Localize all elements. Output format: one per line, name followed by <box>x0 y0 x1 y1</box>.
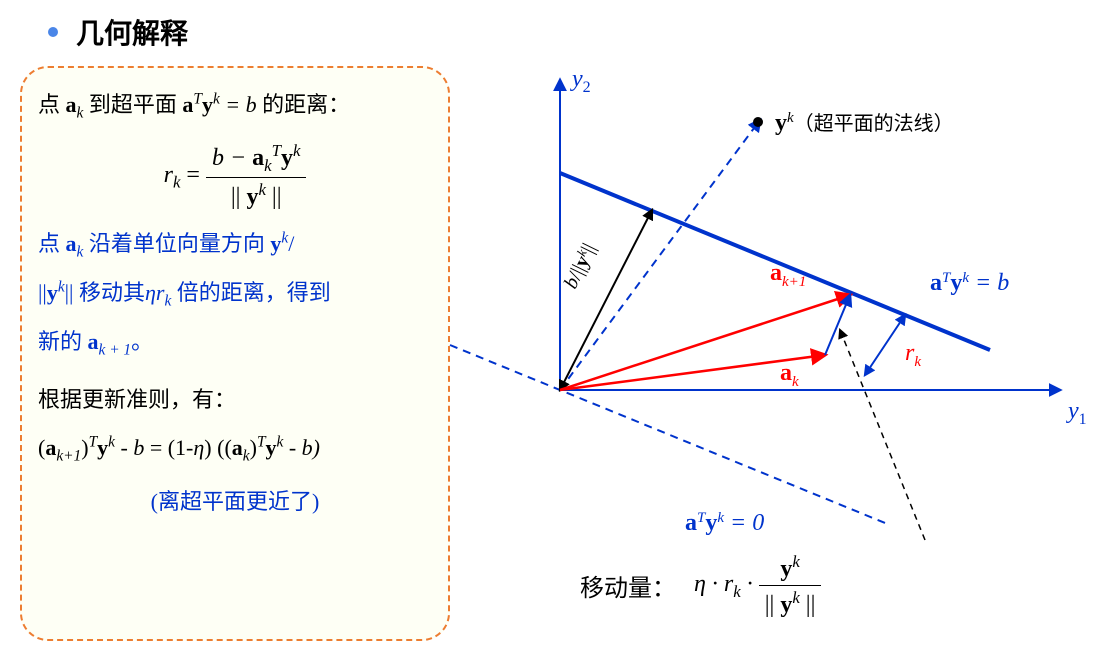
distance-line: 点 ak 到超平面 aTyk = b 的距离： <box>38 86 432 127</box>
blue-line-3: 新的 ak + 1。 <box>38 323 432 364</box>
vec-y: y <box>202 92 213 117</box>
sup: k <box>792 588 799 607</box>
sup: k <box>792 552 799 571</box>
sub: k + 1 <box>99 341 132 358</box>
txt: 倍的距离，得到 <box>171 280 331 305</box>
sub: k <box>173 172 180 191</box>
a: a <box>232 435 243 460</box>
sup: k <box>293 141 300 160</box>
vec-a2: a <box>182 92 193 117</box>
blue-line-2: ||yk|| 移动其ηrk 倍的距离，得到 <box>38 274 432 315</box>
a: a <box>88 329 99 354</box>
txt: 沿着单位向量方向 <box>83 231 270 256</box>
move-formula: η · rk · yk || yk || <box>694 552 821 619</box>
tail: - b) <box>283 435 320 460</box>
closer-line: (离超平面更近了) <box>38 483 432 520</box>
eta: η <box>145 280 156 305</box>
header-row: 几何解释 <box>48 12 188 52</box>
r: r <box>164 162 173 188</box>
sup: k <box>258 180 265 199</box>
svg-text:rk: rk <box>905 340 921 370</box>
num-pre: b − <box>212 145 252 171</box>
txt: 的距离： <box>262 92 350 117</box>
rk-formula: rk = b − akTyk || yk || <box>38 141 432 212</box>
y: y <box>246 184 258 210</box>
eq2: ) (( <box>204 435 231 460</box>
txt: 。 <box>131 329 153 354</box>
move-amount-label: 移动量： η · rk · yk || yk || <box>580 552 821 619</box>
svg-text:y1: y1 <box>1066 398 1087 428</box>
sub: k <box>264 155 271 174</box>
r: r <box>724 571 733 597</box>
svg-text:ak: ak <box>780 360 799 390</box>
bars: || <box>231 184 247 210</box>
y: y <box>266 435 277 460</box>
bars: || <box>38 280 47 305</box>
update-rule-line: 根据更新准则，有： <box>38 381 432 418</box>
y: y <box>780 592 792 618</box>
bars: || <box>765 592 781 618</box>
y: y <box>281 145 293 171</box>
slash: / <box>288 231 294 256</box>
svg-text:aTyk = b: aTyk = b <box>930 270 1009 296</box>
sub: k <box>243 447 250 464</box>
bars: || <box>800 592 816 618</box>
blue-line-1: 点 ak 沿着单位向量方向 yk/ <box>38 225 432 266</box>
minus: - <box>115 435 133 460</box>
sup: k <box>213 91 220 108</box>
svg-text:b/||yk||: b/||yk|| <box>559 240 600 293</box>
txt: || 移动其 <box>65 280 145 305</box>
txt: 点 <box>38 92 66 117</box>
y: y <box>97 435 108 460</box>
txt: 到超平面 <box>83 92 182 117</box>
a: a <box>45 435 56 460</box>
a: a <box>252 145 264 171</box>
eq: = (1- <box>144 435 193 460</box>
y: y <box>270 231 281 256</box>
move-text: 移动量： <box>580 568 676 603</box>
eta: η <box>193 435 204 460</box>
vec-a: a <box>66 92 77 117</box>
txt: 点 <box>38 231 66 256</box>
T: T <box>257 433 266 450</box>
svg-text:aTyk = 0: aTyk = 0 <box>685 510 764 536</box>
close: ) <box>250 435 257 460</box>
y: y <box>47 280 58 305</box>
svg-text:ak+1: ak+1 <box>770 260 806 290</box>
b: b <box>133 435 144 460</box>
update-formula: (ak+1)Tyk - b = (1-η) ((ak)Tyk - b) <box>38 429 432 470</box>
txt: 新的 <box>38 329 88 354</box>
sup: k <box>58 279 65 296</box>
eq: = b <box>220 92 262 117</box>
svg-text:yk（超平面的法线）: yk（超平面的法线） <box>775 110 954 136</box>
a: a <box>66 231 77 256</box>
close: ) <box>81 435 88 460</box>
T: T <box>89 433 98 450</box>
y: y <box>780 556 792 582</box>
sup: k <box>108 433 115 450</box>
dot: · <box>741 571 759 597</box>
sup: T <box>272 141 281 160</box>
sup: T <box>193 91 202 108</box>
dot: · <box>706 571 724 597</box>
sub: k <box>733 582 740 601</box>
explanation-panel: 点 ak 到超平面 aTyk = b 的距离： rk = b − akTyk |… <box>20 66 450 641</box>
page-title: 几何解释 <box>76 12 188 52</box>
svg-text:y2: y2 <box>570 66 591 96</box>
eta: η <box>694 571 706 597</box>
sub: k+1 <box>56 447 81 464</box>
bullet-icon <box>48 27 58 37</box>
bars: || <box>266 184 282 210</box>
